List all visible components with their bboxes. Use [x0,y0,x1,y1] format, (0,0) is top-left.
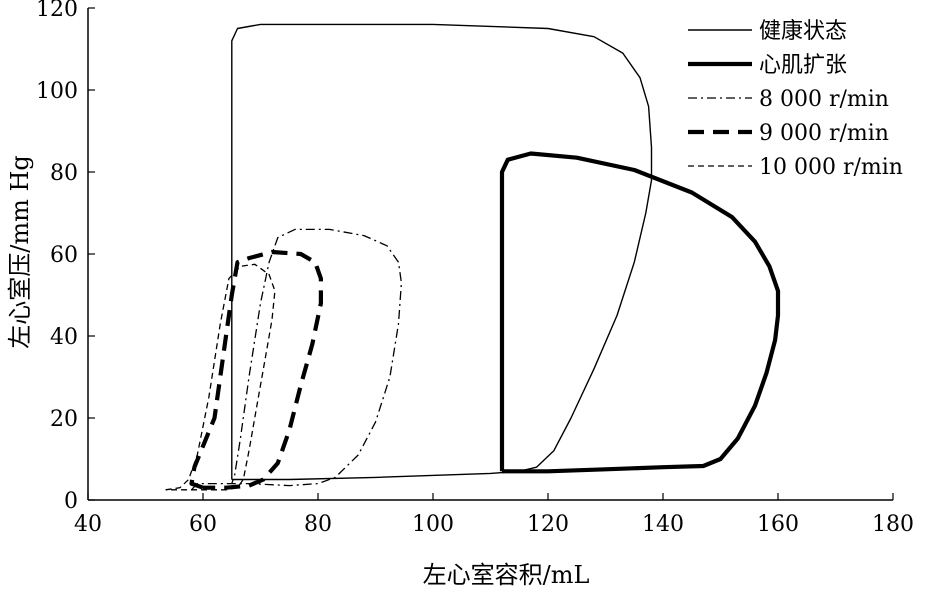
x-tick-label: 80 [304,512,332,537]
series-line-2 [191,228,403,491]
x-tick-label: 180 [872,512,914,537]
y-tick-label: 20 [50,407,78,432]
y-tick-label: 0 [64,489,78,514]
y-tick-label: 80 [50,161,78,186]
x-tick-label: 100 [412,512,454,537]
y-tick-label: 100 [36,79,78,104]
legend-label-0: 健康状态 [759,19,847,44]
series-group [165,23,781,491]
x-tick-label: 140 [642,512,684,537]
series-line-3 [189,249,323,490]
y-tick-label: 120 [36,0,78,22]
axes: 40 60 80 100 120 140 160 180 0 20 40 60 80 100 120 [36,0,914,537]
series-line-4 [165,263,276,491]
legend-label-2: 8 000 r/min [759,87,889,112]
series-line-0 [231,23,653,481]
series-line-1 [499,151,781,474]
y-axis-label: 左心室压/mm Hg [6,155,34,349]
x-tick-label: 60 [189,512,217,537]
x-tick-label: 40 [74,512,102,537]
legend-label-1: 心肌扩张 [759,53,847,78]
y-tick-label: 60 [50,243,78,268]
x-tick-label: 120 [527,512,569,537]
legend-label-3: 9 000 r/min [759,121,889,146]
x-axis-label: 左心室容积/mL [423,561,590,589]
legend-label-4: 10 000 r/min [759,155,903,180]
y-tick-label: 40 [50,325,78,350]
x-tick-label: 160 [757,512,799,537]
